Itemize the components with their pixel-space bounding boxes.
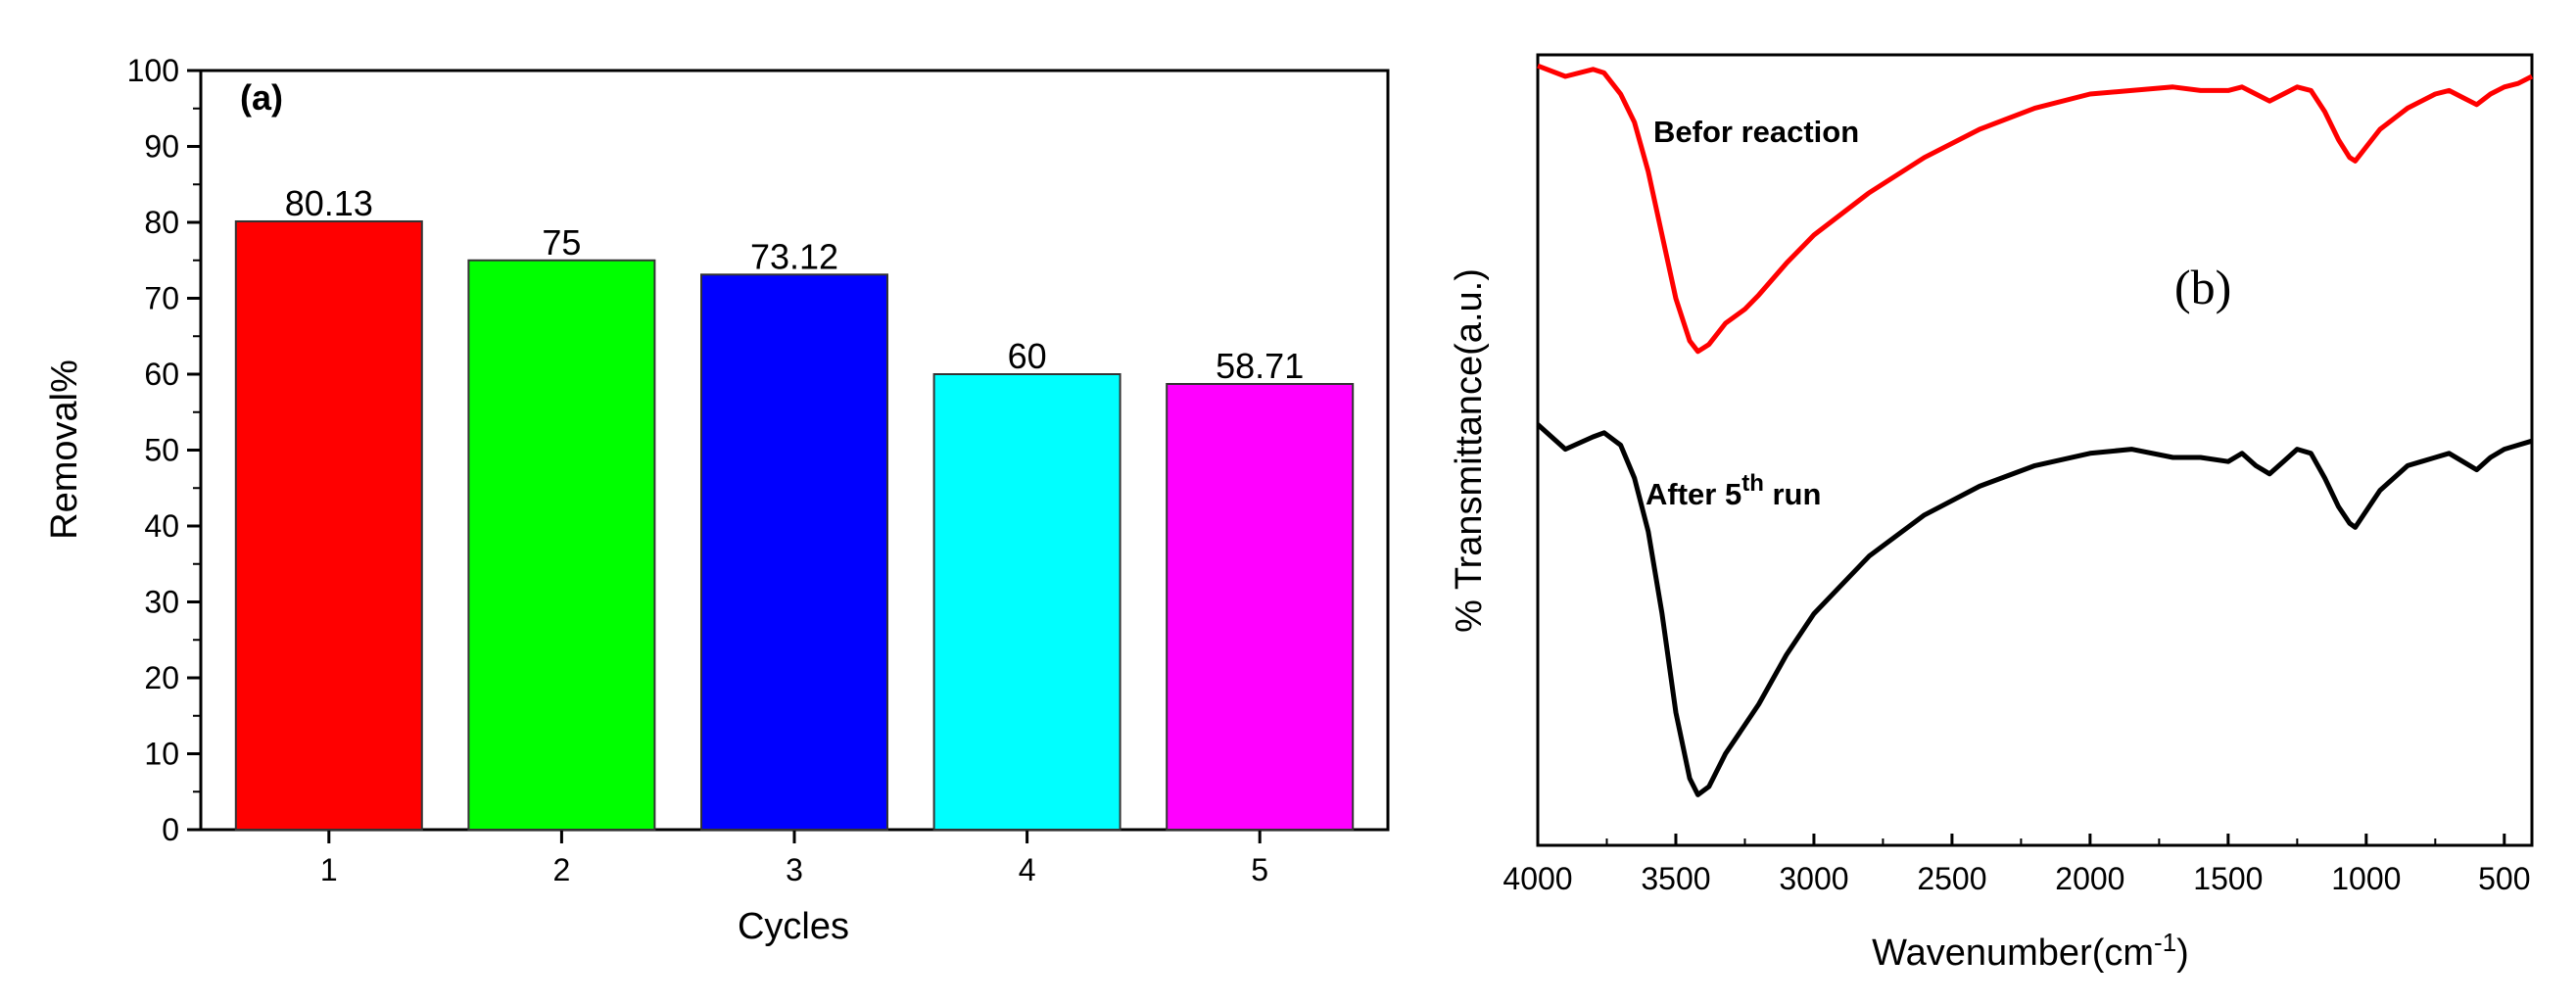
series-label-after-main: After 5	[1646, 477, 1741, 511]
y-tick-label: 100	[127, 53, 179, 88]
bar-value-label: 60	[1008, 336, 1047, 376]
x-tick-label: 2	[553, 852, 571, 887]
series-line-after-5th-run	[1536, 422, 2533, 797]
panel-b-x-axis-sup: -1	[2154, 928, 2176, 957]
series-label-after-sup: th	[1741, 470, 1764, 497]
panel-a-x-axis-label: Cycles	[738, 906, 849, 947]
y-tick-label: 20	[144, 660, 179, 695]
bar	[700, 273, 888, 831]
series-label-after-end: run	[1764, 477, 1822, 511]
series-line-befor-reaction	[1537, 63, 2534, 355]
panel-a-y-ticks: 0 10 20 30 40 50 60 70 80 90 100	[127, 53, 201, 847]
y-tick-label: 50	[144, 433, 179, 468]
panel-a-bars	[234, 219, 1355, 831]
panel-b-series-lines	[1536, 63, 2534, 797]
y-tick-label: 30	[144, 585, 179, 620]
bar	[467, 259, 656, 831]
bar-value-label: 75	[542, 222, 581, 263]
panel-a-x-ticks: 1 2 3 4 5	[320, 830, 1268, 887]
x-tick-label: 4	[1019, 852, 1036, 887]
x-tick-label: 500	[2478, 861, 2530, 896]
series-label-after-5th-run: After 5th run	[1646, 470, 1821, 511]
panel-b-plot-frame	[1536, 53, 2534, 847]
panel-b-x-axis-end: )	[2176, 933, 2189, 974]
x-tick-label: 1000	[2331, 861, 2401, 896]
x-tick-label: 2500	[1917, 861, 1986, 896]
panel-a-bar-chart: (a) 0 10 20 30 40 50 60 70 80 90 100 1 2 3 4 5 80.13 75…	[44, 53, 1390, 947]
x-tick-label: 4000	[1503, 861, 1572, 896]
x-tick-label: 2000	[2055, 861, 2124, 896]
panel-b-ftir-spectra: 4000 3500 3000 2500 2000 1500 1000 500 Befor re…	[1449, 53, 2534, 974]
panel-b-label: (b)	[2174, 260, 2231, 314]
y-tick-label: 60	[144, 357, 179, 392]
panel-a-y-axis-label: Removal%	[44, 359, 85, 540]
bar	[1166, 382, 1355, 831]
bar	[932, 373, 1121, 831]
panel-b-x-axis-label: Wavenumber(cm-1)	[1872, 928, 2189, 974]
series-label-befor-reaction: Befor reaction	[1653, 115, 1859, 149]
x-tick-label: 3000	[1779, 861, 1848, 896]
bar-value-label: 73.12	[750, 236, 838, 276]
y-tick-label: 10	[144, 737, 179, 772]
bar	[234, 219, 423, 831]
x-tick-label: 1500	[2193, 861, 2263, 896]
y-tick-label: 80	[144, 205, 179, 240]
bar-value-label: 80.13	[285, 183, 373, 223]
x-tick-label: 3	[786, 852, 803, 887]
x-tick-label: 3500	[1641, 861, 1710, 896]
panel-b-x-ticks: 4000 3500 3000 2500 2000 1500 1000 500	[1503, 834, 2531, 896]
panel-b-y-axis-label: % Transmittance(a.u.)	[1449, 268, 1490, 633]
panel-a-label: (a)	[240, 77, 283, 118]
panel-a-data-labels: 80.13 75 73.12 60 58.71	[285, 183, 1304, 386]
x-tick-label: 5	[1251, 852, 1268, 887]
x-tick-label: 1	[320, 852, 338, 887]
bar-value-label: 58.71	[1216, 346, 1304, 386]
panel-b-x-axis-main: Wavenumber(cm	[1872, 933, 2154, 974]
y-tick-label: 0	[162, 812, 179, 847]
y-tick-label: 90	[144, 129, 179, 165]
y-tick-label: 70	[144, 281, 179, 316]
y-tick-label: 40	[144, 508, 179, 544]
